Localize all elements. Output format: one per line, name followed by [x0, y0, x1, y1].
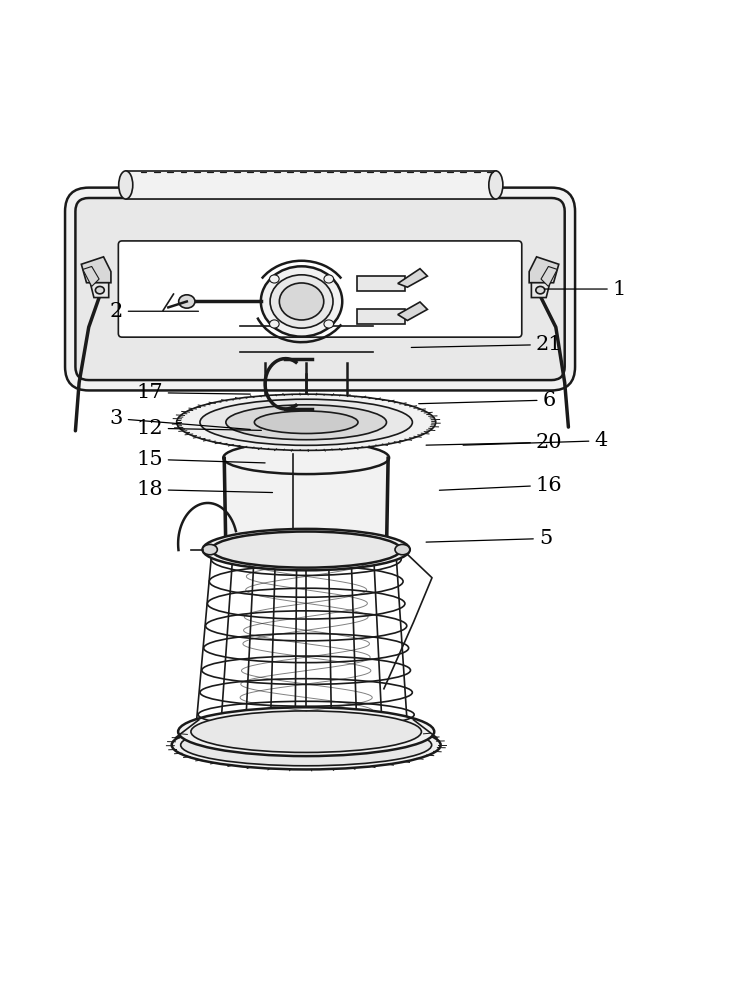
Ellipse shape [270, 275, 333, 328]
Ellipse shape [395, 544, 410, 555]
Polygon shape [82, 266, 99, 286]
Text: 12: 12 [136, 419, 262, 438]
Ellipse shape [178, 295, 195, 308]
Text: 5: 5 [426, 529, 552, 548]
Polygon shape [398, 269, 427, 287]
Ellipse shape [212, 532, 401, 568]
Ellipse shape [203, 529, 410, 570]
Ellipse shape [324, 275, 334, 283]
Text: 15: 15 [136, 450, 265, 469]
FancyBboxPatch shape [118, 241, 522, 337]
Ellipse shape [226, 405, 386, 440]
Polygon shape [541, 266, 557, 286]
Ellipse shape [270, 320, 279, 328]
Ellipse shape [181, 724, 432, 766]
Polygon shape [529, 257, 559, 283]
Ellipse shape [254, 411, 358, 434]
Ellipse shape [270, 275, 279, 283]
Ellipse shape [489, 171, 503, 199]
Text: 18: 18 [136, 480, 273, 499]
Ellipse shape [324, 320, 334, 328]
Polygon shape [357, 309, 405, 324]
Text: 4: 4 [463, 431, 608, 450]
Text: 1: 1 [545, 280, 626, 299]
Ellipse shape [203, 544, 218, 555]
Text: 20: 20 [426, 433, 562, 452]
Ellipse shape [225, 537, 387, 566]
Ellipse shape [536, 286, 545, 294]
Text: 6: 6 [419, 391, 556, 410]
Ellipse shape [119, 171, 133, 199]
Polygon shape [531, 283, 550, 298]
Ellipse shape [172, 721, 441, 769]
Polygon shape [126, 171, 496, 199]
Polygon shape [90, 283, 108, 298]
Text: 21: 21 [412, 335, 562, 354]
Ellipse shape [223, 442, 389, 474]
Ellipse shape [177, 394, 435, 450]
Ellipse shape [191, 711, 421, 752]
FancyBboxPatch shape [75, 198, 565, 380]
Text: 17: 17 [136, 383, 250, 402]
Text: 2: 2 [109, 302, 198, 321]
Ellipse shape [200, 399, 412, 445]
Ellipse shape [178, 707, 434, 756]
Polygon shape [398, 302, 427, 320]
Text: 16: 16 [439, 476, 562, 495]
Polygon shape [81, 257, 111, 283]
Text: 3: 3 [109, 409, 250, 429]
Ellipse shape [261, 266, 343, 337]
Polygon shape [357, 276, 405, 291]
Ellipse shape [279, 283, 324, 320]
Ellipse shape [95, 286, 104, 294]
Polygon shape [223, 458, 389, 552]
FancyBboxPatch shape [65, 188, 575, 390]
